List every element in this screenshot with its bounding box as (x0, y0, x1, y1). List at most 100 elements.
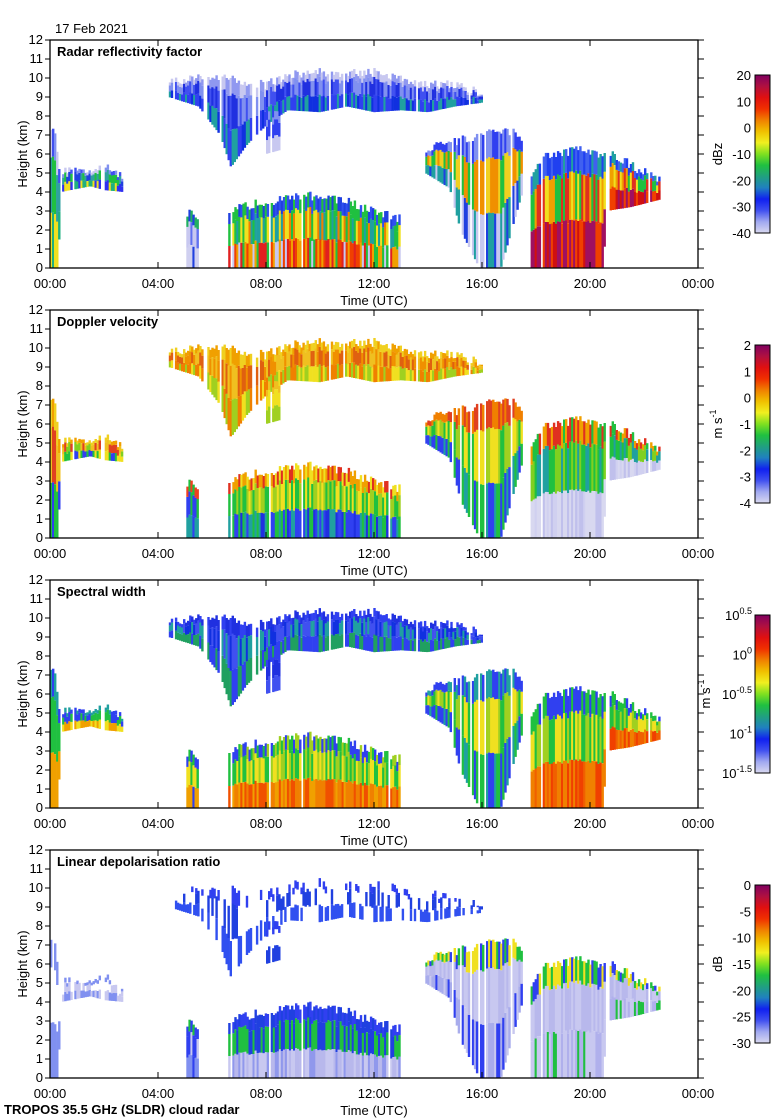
cloud-pixel-column (343, 512, 346, 538)
cloud-pixel-column (496, 158, 499, 214)
cloud-pixel-column (278, 84, 281, 101)
cloud-pixel-column (54, 160, 57, 215)
cloud-pixel-column (617, 431, 621, 441)
cloud-pixel-column (194, 1057, 197, 1078)
cloud-pixel-column (233, 365, 236, 399)
cloud-pixel-column (272, 387, 275, 395)
cloud-pixel-column (302, 342, 305, 351)
cloud-pixel-column (458, 628, 461, 638)
cloud-pixel-column (333, 1005, 336, 1021)
cloud-pixel-column (245, 355, 249, 368)
cloud-pixel-column (209, 79, 212, 89)
cloud-pixel-column (401, 621, 405, 627)
cloud-pixel-column (349, 241, 353, 268)
cloud-pixel-column (625, 728, 629, 748)
cloud-pixel-column (656, 1002, 659, 1011)
cloud-pixel-column (492, 939, 495, 968)
cloud-pixel-column (321, 212, 324, 241)
cloud-pixel-column (569, 147, 572, 172)
cloud-pixel-column (407, 640, 411, 651)
cloud-pixel-column (194, 517, 197, 538)
cloud-pixel-column (500, 673, 503, 701)
cloud-pixel-column (363, 364, 366, 381)
cloud-pixel-column (542, 223, 546, 268)
cloud-pixel-column (381, 622, 384, 638)
cloud-pixel-column (84, 181, 87, 188)
cloud-pixel-column (300, 97, 303, 112)
colorbar-tick-base: 0 (744, 121, 751, 136)
cloud-pixel-column (432, 359, 435, 371)
cloud-pixel-column (390, 769, 393, 789)
cloud-pixel-column (430, 358, 433, 370)
cloud-pixel-column (601, 493, 604, 538)
cloud-pixel-column (82, 180, 85, 188)
cloud-pixel-column (441, 437, 444, 454)
cloud-pixel-column (217, 360, 220, 382)
cloud-pixel-column (440, 87, 443, 99)
cloud-pixel-column (656, 181, 659, 186)
cloud-pixel-column (278, 1006, 282, 1021)
cloud-pixel-column (658, 730, 661, 740)
cloud-pixel-column (276, 471, 280, 485)
cloud-pixel-column (80, 713, 83, 721)
colorbar-tick-base: 10 (733, 648, 747, 663)
y-tick-label: 9 (36, 359, 43, 374)
cloud-pixel-column (274, 743, 278, 757)
cloud-pixel-column (450, 627, 453, 638)
cloud-pixel-column (593, 420, 596, 445)
y-tick-label: 1 (36, 781, 43, 796)
cloud-pixel-column (413, 368, 417, 382)
cloud-pixel-column (284, 209, 288, 239)
cloud-pixel-column (439, 951, 442, 960)
cloud-pixel-column (467, 951, 471, 973)
cloud-pixel-column (365, 636, 368, 651)
cloud-pixel-column (462, 86, 465, 91)
cloud-pixel-column (516, 720, 519, 750)
cloud-pixel-column (556, 761, 560, 808)
cloud-pixel-column (474, 359, 477, 363)
cloud-pixel-column (248, 761, 251, 785)
cloud-pixel-column (188, 479, 191, 492)
cloud-pixel-column (242, 203, 245, 217)
cloud-pixel-column (66, 443, 69, 447)
cloud-pixel-column (349, 741, 353, 755)
cloud-pixel-column (379, 614, 382, 622)
cloud-pixel-column (338, 83, 342, 96)
cloud-pixel-column (264, 651, 267, 667)
cloud-pixel-column (394, 225, 397, 247)
cloud-pixel-column (561, 763, 564, 808)
cloud-pixel-column (118, 176, 122, 184)
cloud-pixel-column (274, 782, 278, 808)
cloud-pixel-column (332, 74, 336, 82)
cloud-pixel-column (264, 203, 268, 217)
cloud-pixel-column (321, 739, 324, 753)
cloud-pixel-column (359, 745, 363, 758)
cloud-pixel-column (658, 986, 661, 992)
cloud-pixel-column (376, 754, 379, 766)
cloud-pixel-column (463, 696, 467, 738)
colorbar-tick-base: 10 (722, 687, 736, 702)
cloud-pixel-column (108, 710, 112, 715)
cloud-pixel-column (240, 744, 243, 758)
cloud-pixel-column (235, 622, 238, 639)
cloud-pixel-column (307, 732, 310, 748)
cloud-pixel-column (234, 207, 237, 220)
cloud-pixel-column (335, 1013, 338, 1027)
cloud-pixel-column (561, 223, 564, 268)
cloud-pixel-column (259, 650, 263, 671)
cloud-pixel-column (382, 787, 385, 808)
cloud-pixel-column (534, 228, 537, 268)
cloud-pixel-column (646, 1001, 649, 1013)
cloud-pixel-column (603, 209, 606, 247)
cloud-pixel-column (611, 973, 614, 997)
cloud-pixel-column (86, 712, 89, 716)
cloud-pixel-column (465, 1012, 469, 1053)
x-tick-label: 20:00 (574, 276, 607, 291)
cloud-pixel-column (563, 220, 566, 268)
cloud-pixel-column (262, 746, 265, 759)
cloud-pixel-column (286, 465, 290, 480)
y-tick-label: 12 (29, 32, 43, 47)
cloud-pixel-column (274, 203, 278, 217)
cloud-pixel-column (260, 782, 263, 808)
